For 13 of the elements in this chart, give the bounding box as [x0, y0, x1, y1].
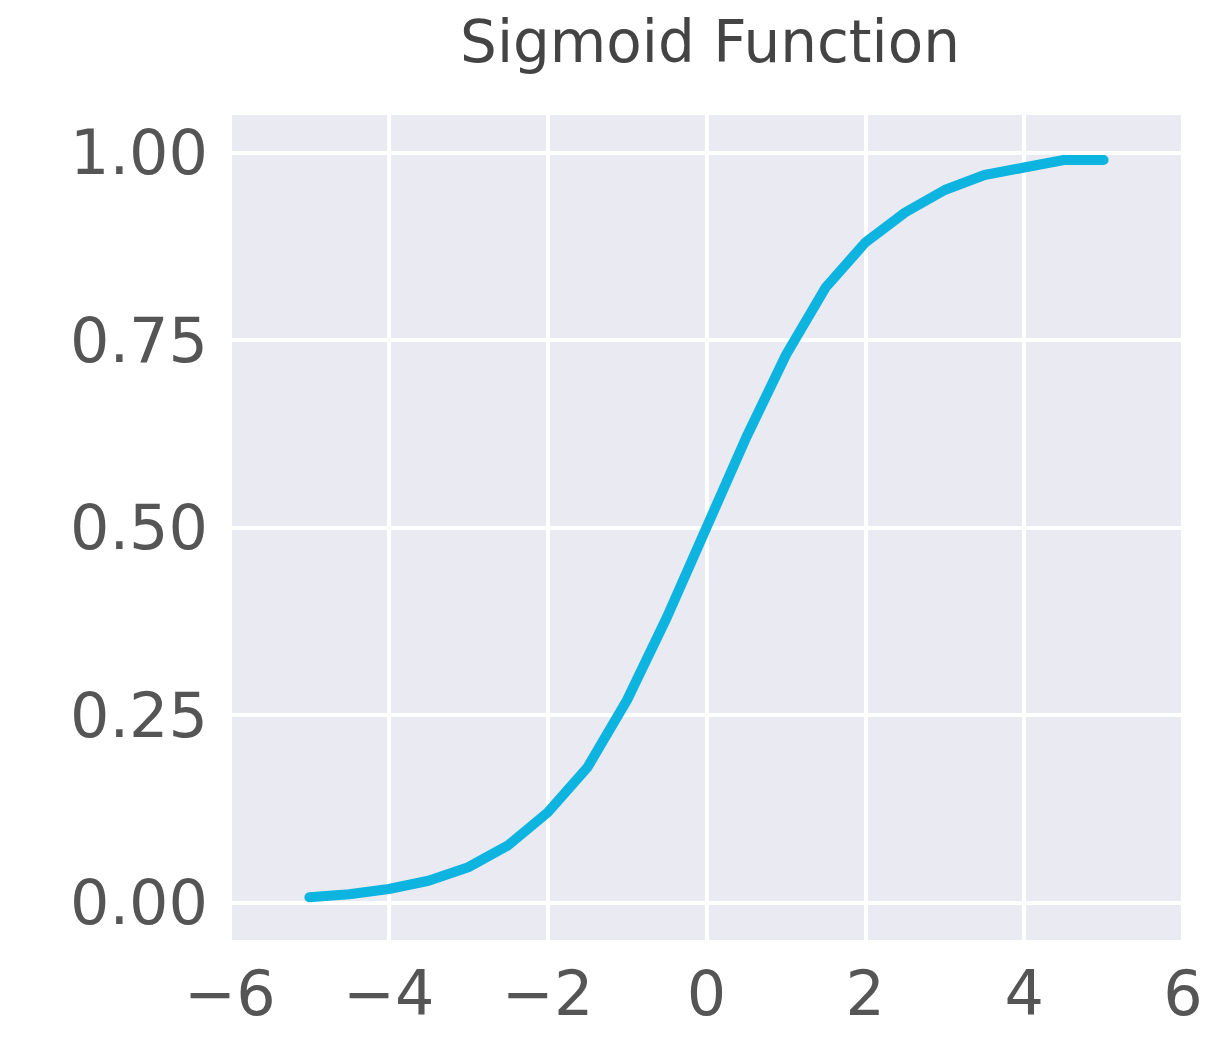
x-tick-label: −6 [184, 956, 276, 1030]
y-tick-label: 0.50 [69, 491, 208, 564]
y-tick-label: 0.00 [69, 866, 208, 939]
x-tick-label: 2 [845, 956, 886, 1030]
y-tick-label: 1.00 [69, 116, 208, 189]
x-tick-label: −4 [343, 956, 435, 1030]
x-tick-label: −2 [501, 956, 594, 1030]
x-tick-label: 0 [686, 956, 727, 1030]
y-tick-label: 0.25 [69, 678, 208, 752]
chart-title: Sigmoid Function [460, 8, 960, 76]
x-tick-label: 6 [1163, 956, 1203, 1030]
x-tick-label: 4 [1004, 956, 1044, 1030]
y-tick-label: 0.75 [69, 303, 208, 377]
